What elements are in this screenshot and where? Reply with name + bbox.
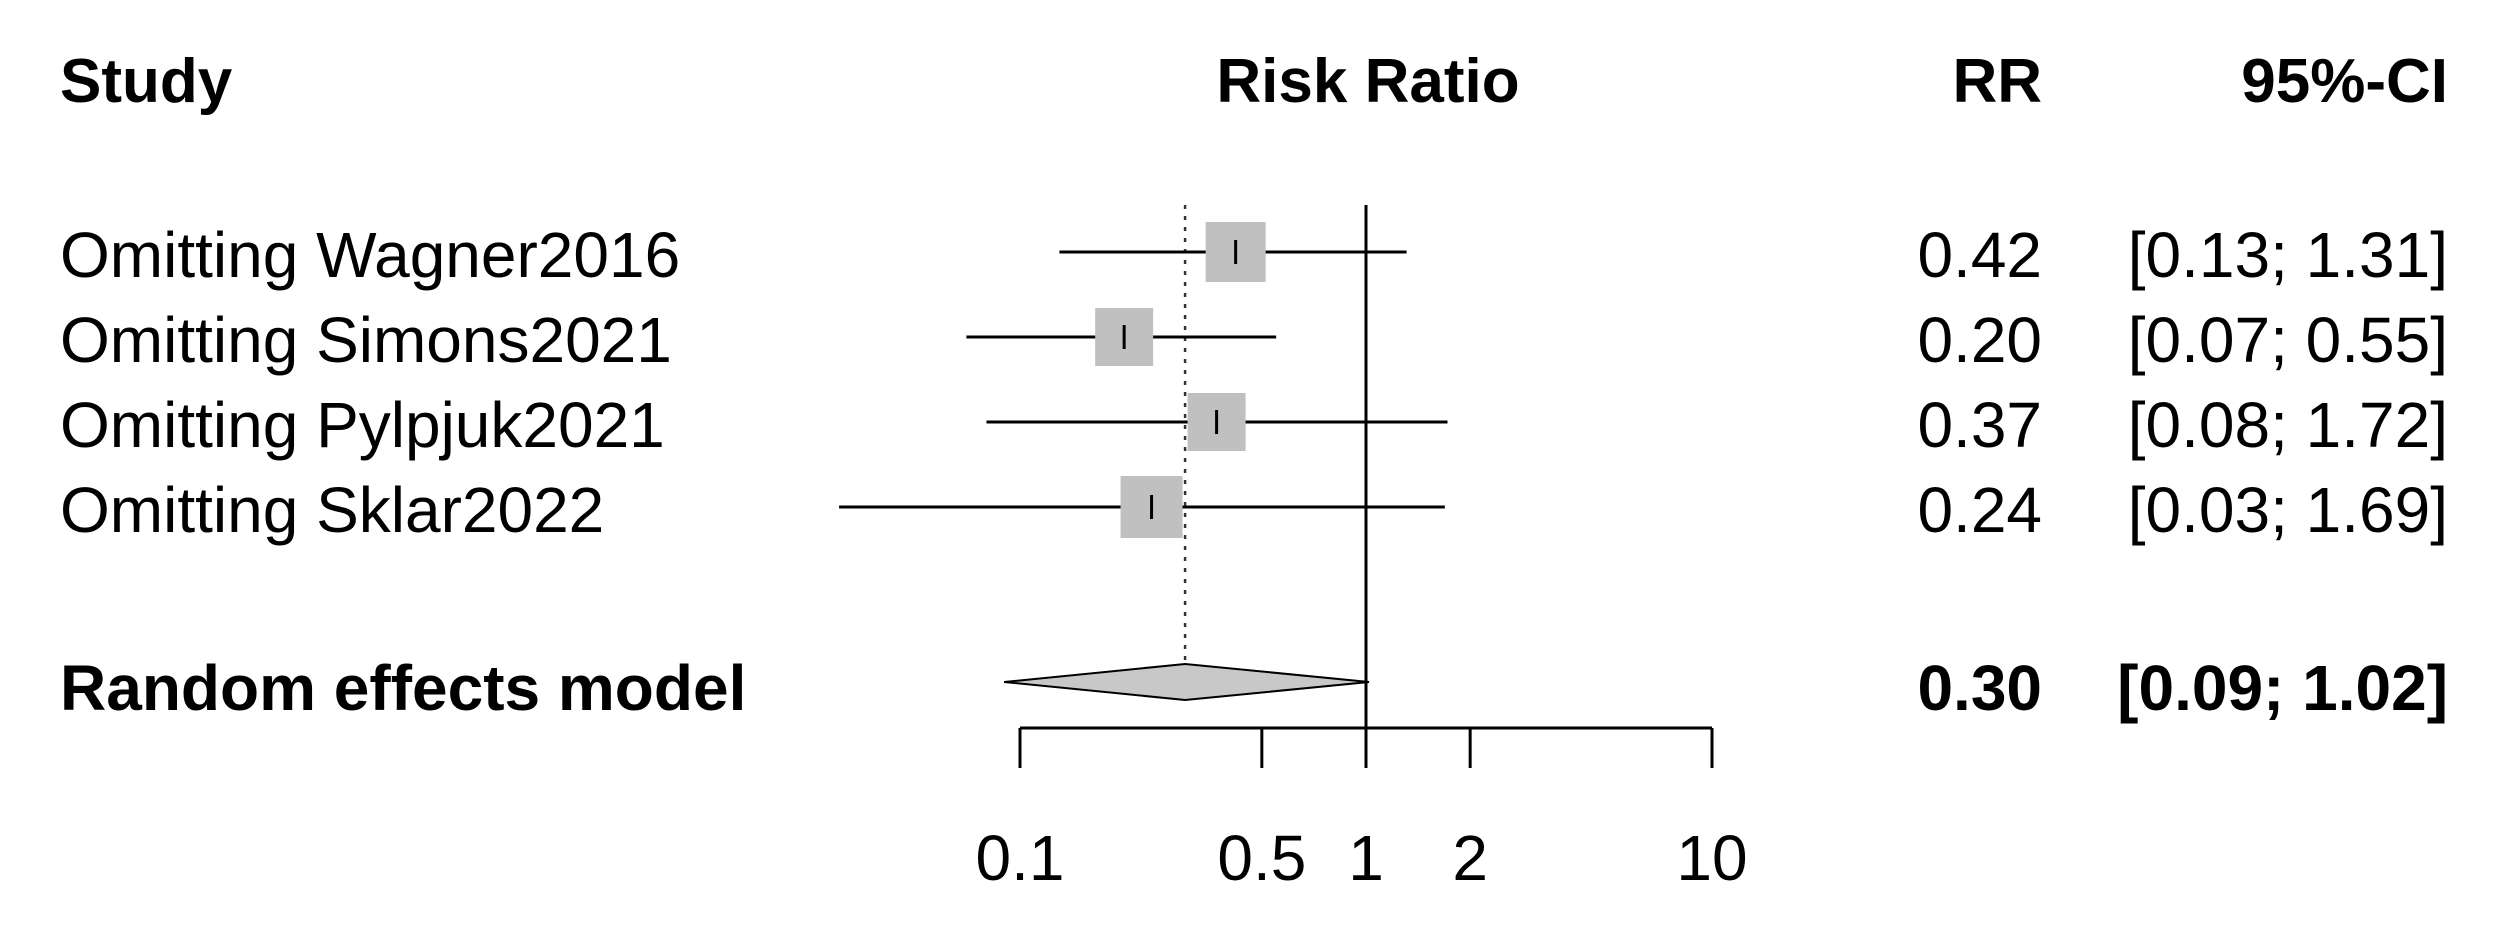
x-tick-label: 2 (1452, 822, 1488, 894)
pooled-ci: [0.09; 1.02] (2117, 652, 2448, 724)
header-ci: 95%-CI (2241, 47, 2448, 116)
forest-marks (839, 205, 1448, 728)
x-tick-label: 0.1 (976, 822, 1065, 894)
x-tick-label: 1 (1348, 822, 1384, 894)
x-axis: 0.1 0.5 1 2 10 (976, 726, 1748, 894)
study-rr: 0.42 (1917, 219, 2042, 291)
study-ci: [0.03; 1.69] (2128, 474, 2448, 546)
study-label: Omitting Pylpjuk2021 (60, 389, 665, 461)
pooled-label: Random effects model (60, 652, 746, 724)
pooled-diamond (1004, 662, 1370, 702)
study-rr: 0.24 (1917, 474, 2042, 546)
x-tick-label: 0.5 (1217, 822, 1306, 894)
header-rr: RR (1952, 47, 2042, 116)
pooled-rr: 0.30 (1917, 652, 2042, 724)
study-ci: [0.07; 0.55] (2128, 304, 2448, 376)
study-rr: 0.20 (1917, 304, 2042, 376)
study-ci: [0.08; 1.72] (2128, 389, 2448, 461)
header-study: Study (60, 47, 233, 116)
study-label: Omitting Sklar2022 (60, 474, 604, 546)
study-rr: 0.37 (1917, 389, 2042, 461)
x-tick-label: 10 (1676, 822, 1747, 894)
study-ci: [0.13; 1.31] (2128, 219, 2448, 291)
study-label: Omitting Wagner2016 (60, 219, 680, 291)
study-label: Omitting Simons2021 (60, 304, 672, 376)
header-risk-ratio: Risk Ratio (1216, 47, 1519, 116)
